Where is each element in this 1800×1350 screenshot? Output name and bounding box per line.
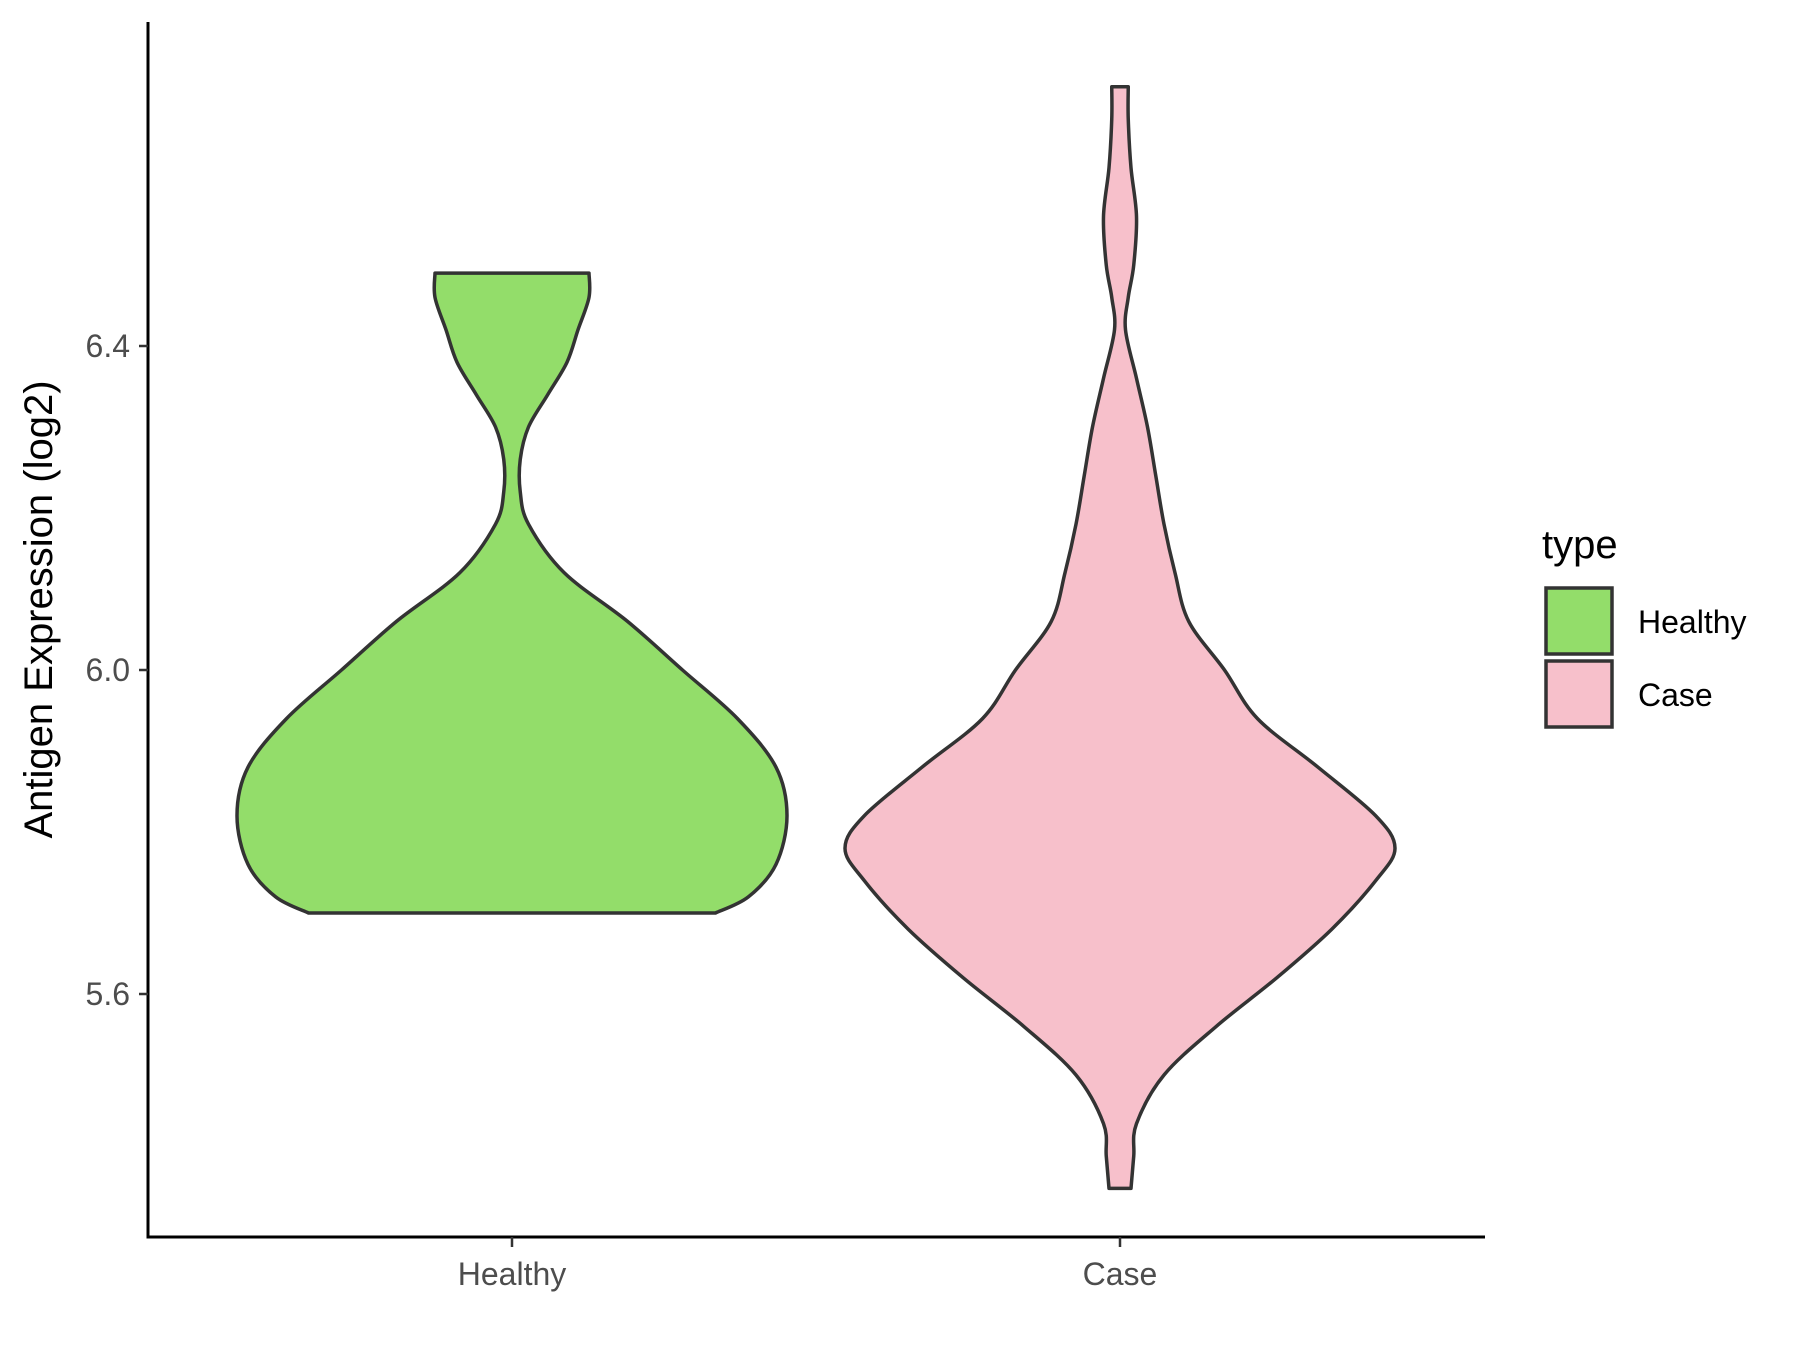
axes-layer — [146, 22, 1485, 1239]
legend-label-healthy: Healthy — [1638, 604, 1747, 640]
violin-case — [843, 85, 1397, 1191]
y-tick-layer: 5.6 6.0 6.4 — [86, 328, 148, 1012]
y-tick-label: 6.4 — [86, 328, 130, 364]
legend-label-case: Case — [1638, 677, 1713, 713]
legend: type Healthy Case — [1542, 523, 1747, 729]
x-tick-label: Healthy — [458, 1256, 567, 1292]
y-tick-label: 5.6 — [86, 976, 130, 1012]
legend-entries: Healthy Case — [1544, 586, 1747, 729]
violin-healthy — [235, 271, 789, 915]
y-tick-label: 6.0 — [86, 652, 130, 688]
y-axis-title: Antigen Expression (log2) — [17, 380, 61, 838]
legend-title: type — [1542, 523, 1618, 567]
x-tick-layer: Healthy Case — [458, 1237, 1158, 1292]
legend-key-case — [1544, 659, 1614, 729]
violin-layer — [235, 85, 1397, 1191]
x-tick-label: Case — [1083, 1256, 1158, 1292]
legend-key-healthy — [1544, 586, 1614, 656]
